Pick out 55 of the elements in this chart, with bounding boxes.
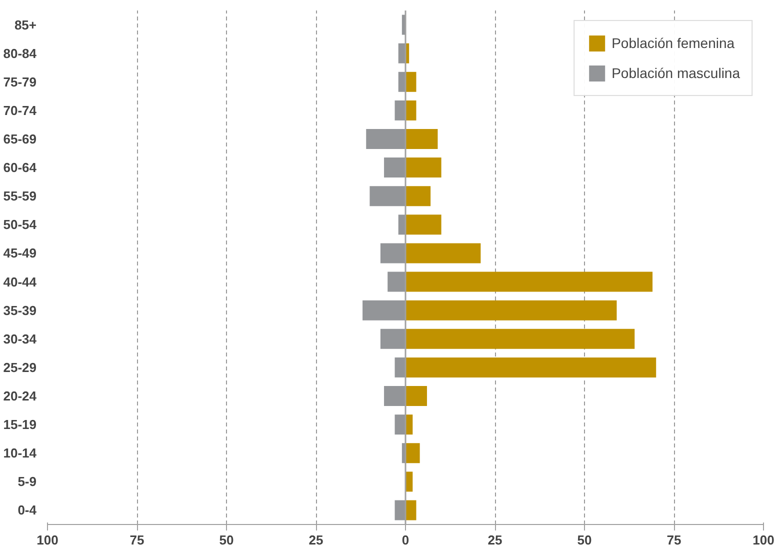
bar <box>366 129 406 149</box>
y-tick-label: 75-79 <box>3 74 36 90</box>
x-tick-label: 100 <box>752 532 774 547</box>
y-tick-label: 30-34 <box>3 331 38 346</box>
y-tick-label: 45-49 <box>3 246 36 261</box>
bar <box>384 386 406 406</box>
legend-label: Población masculina <box>612 65 740 81</box>
bar <box>406 243 481 264</box>
bar <box>406 129 438 149</box>
bar <box>406 328 635 349</box>
y-tick-label: 60-64 <box>3 160 38 176</box>
x-tick-label: 100 <box>36 532 58 547</box>
y-tick-label: 55-59 <box>3 188 36 204</box>
x-tick-label: 25 <box>488 532 502 547</box>
x-tick-label: 75 <box>130 532 144 547</box>
bar <box>406 300 617 320</box>
bar <box>406 214 442 235</box>
x-tick-label: 75 <box>666 532 682 547</box>
y-tick-label: 80-84 <box>3 46 38 61</box>
bar <box>406 186 431 206</box>
bar <box>398 214 406 235</box>
y-tick-label: 40-44 <box>3 274 38 290</box>
bar <box>362 300 406 320</box>
bar <box>388 272 406 292</box>
x-tick-label: 0 <box>402 532 410 547</box>
y-tick-label: 10-14 <box>3 446 38 461</box>
bar <box>370 186 406 206</box>
bar <box>398 72 406 92</box>
bar <box>406 386 427 406</box>
legend-label: Población femenina <box>612 35 735 51</box>
bar <box>380 328 406 349</box>
y-tick-label: 15-19 <box>3 417 36 432</box>
x-tick-label: 25 <box>308 532 324 547</box>
bar <box>406 357 656 378</box>
y-tick-label: 0-4 <box>18 502 38 518</box>
bar <box>380 243 406 264</box>
y-tick-label: 50-54 <box>3 217 38 232</box>
bar <box>394 414 406 435</box>
y-tick-label: 20-24 <box>3 388 38 404</box>
y-tick-label: 35-39 <box>3 302 36 318</box>
bar <box>394 100 406 120</box>
y-tick-label: 85+ <box>14 17 37 32</box>
bar <box>394 357 406 378</box>
bar <box>398 43 406 64</box>
y-tick-label: 65-69 <box>3 132 36 146</box>
y-tick-label: 5-9 <box>18 474 37 490</box>
bar <box>384 158 406 178</box>
bar <box>406 158 442 178</box>
bar <box>406 272 653 292</box>
x-tick-label: 50 <box>219 532 234 547</box>
x-tick-label: 50 <box>577 532 592 547</box>
y-tick-label: 25-29 <box>3 360 36 375</box>
bar <box>406 443 420 464</box>
bar <box>394 500 406 520</box>
y-tick-label: 70-74 <box>3 102 38 118</box>
